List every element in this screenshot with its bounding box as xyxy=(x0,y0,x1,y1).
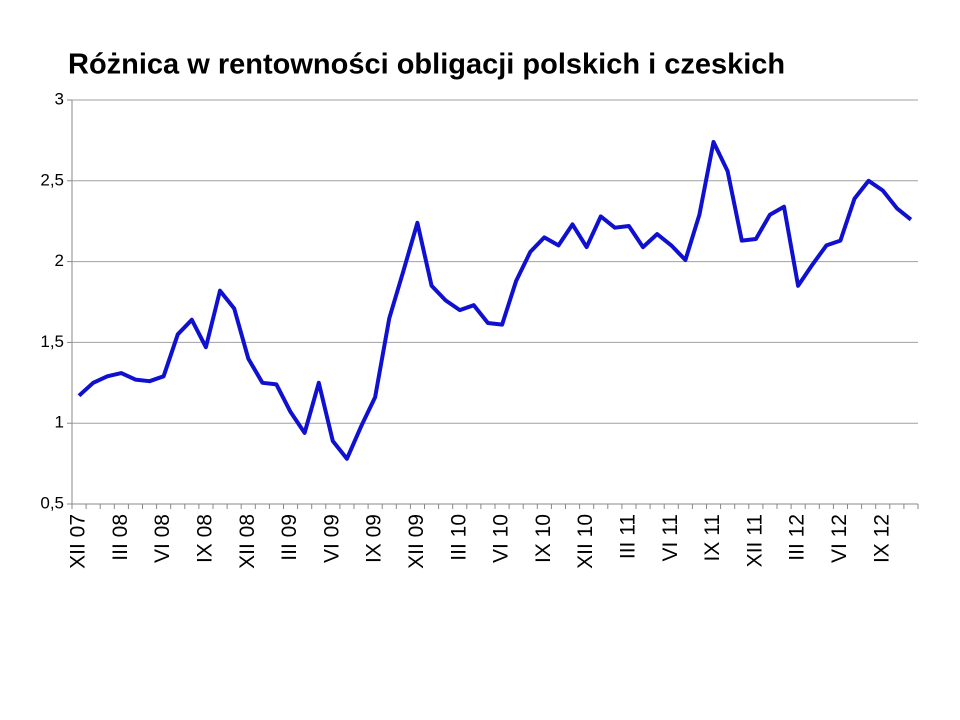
x-tick-label: VI 12 xyxy=(828,514,851,563)
x-tick-label: VI 11 xyxy=(659,514,682,561)
data-line xyxy=(77,140,913,461)
x-tick-label: XII 11 xyxy=(743,514,766,567)
x-tick-label: IX 09 xyxy=(363,514,386,563)
x-tick-label: XII 10 xyxy=(574,514,597,569)
x-tick-label: IX 11 xyxy=(701,514,724,561)
chart-title: Różnica w rentowności obligacji polskich… xyxy=(68,49,785,81)
x-tick-label: XII 07 xyxy=(67,514,90,569)
x-tick-label: III 08 xyxy=(109,514,132,561)
x-tick-label: VI 08 xyxy=(151,514,174,563)
y-tick-label: 2 xyxy=(55,251,64,270)
y-tick-label: 1,5 xyxy=(40,332,64,351)
x-tick-label: IX 10 xyxy=(532,514,555,563)
x-tick-label: IX 08 xyxy=(193,514,216,563)
y-tick-label: 1 xyxy=(55,413,64,432)
x-tick-label: III 09 xyxy=(278,514,301,561)
x-tick-label: III 12 xyxy=(786,514,809,561)
y-tick-label: 2,5 xyxy=(40,170,64,189)
x-tick-label: III 11 xyxy=(616,514,639,559)
y-tick-label: 3 xyxy=(55,89,64,108)
x-tick-label: XII 09 xyxy=(405,514,428,569)
x-tick-label: IX 12 xyxy=(870,514,893,563)
x-tick-label: XII 08 xyxy=(236,514,259,569)
x-tick-label: VI 09 xyxy=(320,514,343,563)
y-tick-label: 0,5 xyxy=(40,493,64,512)
x-tick-label: VI 10 xyxy=(490,514,513,563)
x-tick-label: III 10 xyxy=(447,514,470,561)
